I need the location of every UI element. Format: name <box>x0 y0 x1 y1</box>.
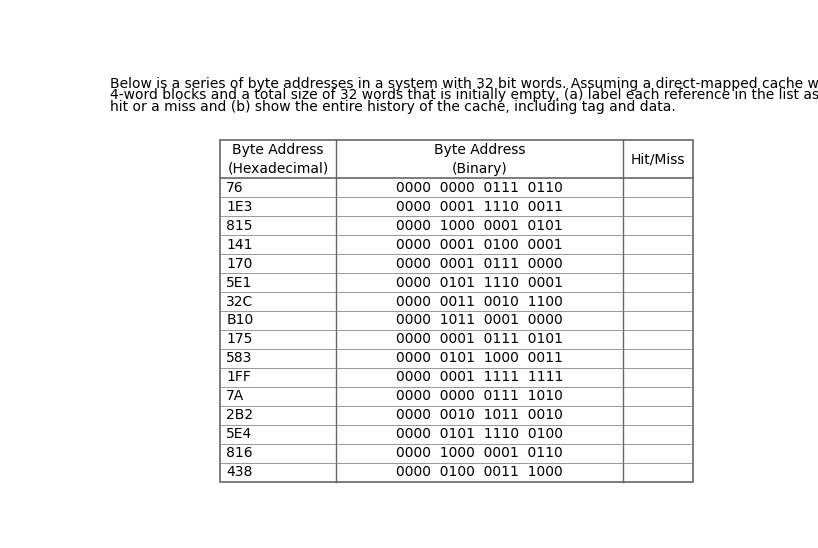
Text: Byte Address: Byte Address <box>232 143 324 157</box>
Text: 7A: 7A <box>227 389 245 403</box>
Text: 0000  0011  0010  1100: 0000 0011 0010 1100 <box>396 294 563 309</box>
Text: 438: 438 <box>227 465 253 479</box>
Text: 175: 175 <box>227 333 253 346</box>
Text: 5E1: 5E1 <box>227 276 253 289</box>
Text: 0000  0001  0100  0001: 0000 0001 0100 0001 <box>397 238 563 252</box>
Text: 0000  0100  0011  1000: 0000 0100 0011 1000 <box>396 465 563 479</box>
Text: 0000  0000  0111  0110: 0000 0000 0111 0110 <box>396 181 563 195</box>
Text: 0000  0010  1011  0010: 0000 0010 1011 0010 <box>396 408 563 422</box>
Text: (Hexadecimal): (Hexadecimal) <box>227 162 329 176</box>
Text: 583: 583 <box>227 351 253 366</box>
Text: Byte Address: Byte Address <box>434 143 525 157</box>
Text: 32C: 32C <box>227 294 254 309</box>
Text: hit or a miss and (b) show the entire history of the cache, including tag and da: hit or a miss and (b) show the entire hi… <box>110 100 676 113</box>
Text: Below is a series of byte addresses in a system with 32 bit words. Assuming a di: Below is a series of byte addresses in a… <box>110 77 818 90</box>
Text: 0000  1000  0001  0110: 0000 1000 0001 0110 <box>396 446 563 460</box>
Text: 4-word blocks and a total size of 32 words that is initially empty, (a) label ea: 4-word blocks and a total size of 32 wor… <box>110 88 818 102</box>
Text: 1FF: 1FF <box>227 370 251 384</box>
Text: 1E3: 1E3 <box>227 200 253 214</box>
Text: 0000  0101  1110  0100: 0000 0101 1110 0100 <box>396 427 563 441</box>
Text: 816: 816 <box>227 446 253 460</box>
Text: B10: B10 <box>227 313 254 328</box>
Text: 0000  0000  0111  1010: 0000 0000 0111 1010 <box>396 389 563 403</box>
Text: 5E4: 5E4 <box>227 427 253 441</box>
Text: 76: 76 <box>227 181 244 195</box>
Text: 0000  0101  1000  0011: 0000 0101 1000 0011 <box>396 351 563 366</box>
Text: 0000  1011  0001  0000: 0000 1011 0001 0000 <box>396 313 563 328</box>
Text: 0000  0001  1110  0011: 0000 0001 1110 0011 <box>396 200 563 214</box>
Text: Hit/Miss: Hit/Miss <box>631 152 685 167</box>
Text: (Binary): (Binary) <box>452 162 507 176</box>
Text: 0000  0101  1110  0001: 0000 0101 1110 0001 <box>396 276 563 289</box>
Text: 815: 815 <box>227 219 253 233</box>
Text: 0000  0001  1111  1111: 0000 0001 1111 1111 <box>396 370 564 384</box>
Text: 170: 170 <box>227 256 253 271</box>
Text: 0000  1000  0001  0101: 0000 1000 0001 0101 <box>396 219 563 233</box>
Text: 141: 141 <box>227 238 253 252</box>
Text: 0000  0001  0111  0000: 0000 0001 0111 0000 <box>396 256 563 271</box>
Text: 0000  0001  0111  0101: 0000 0001 0111 0101 <box>396 333 563 346</box>
Text: 2B2: 2B2 <box>227 408 254 422</box>
